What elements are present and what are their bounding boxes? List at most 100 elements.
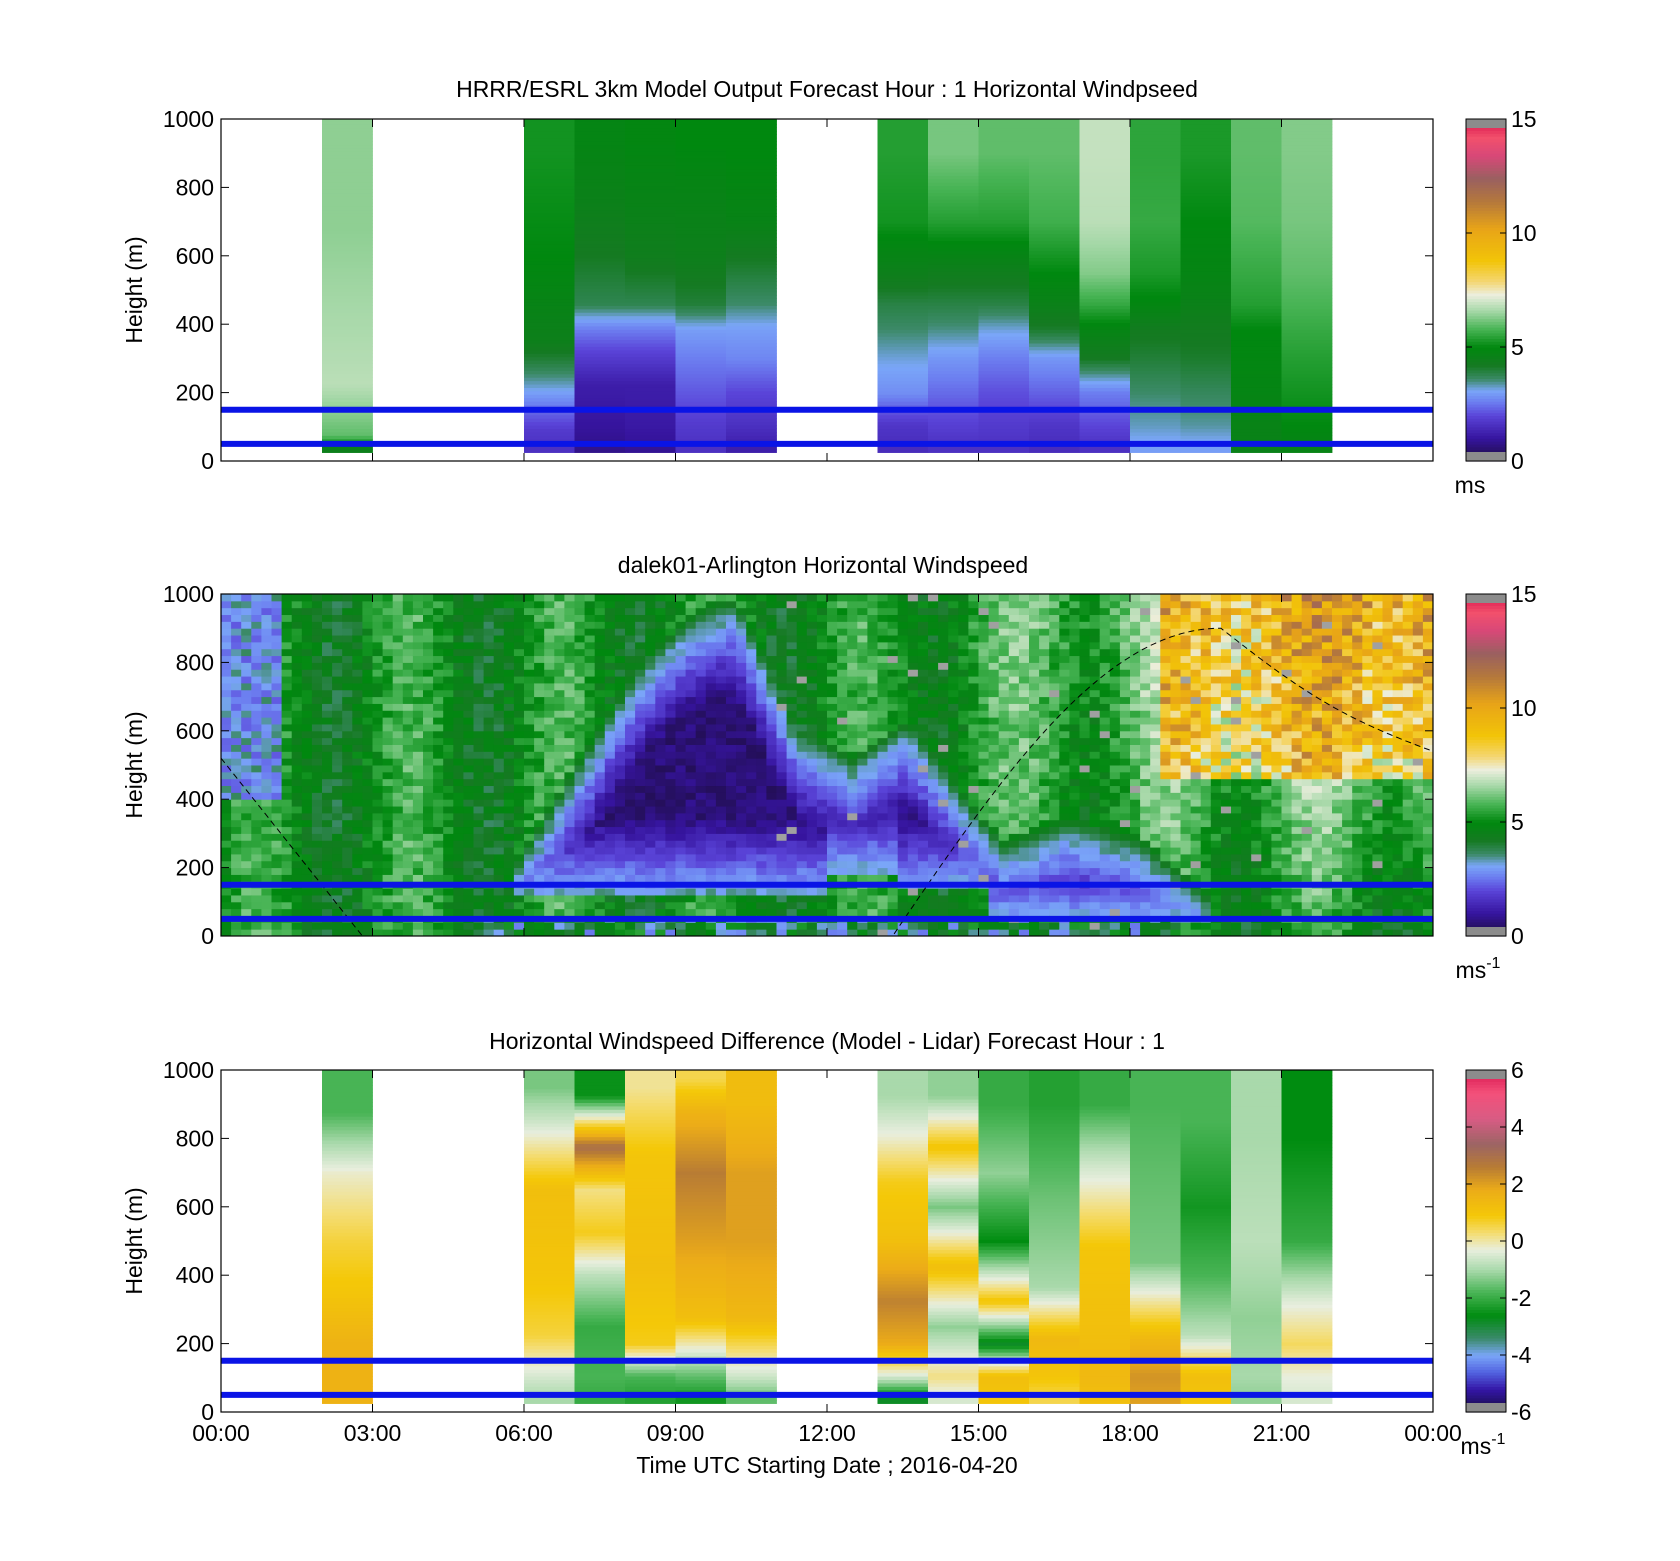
heatmap-cell — [675, 682, 687, 691]
heatmap-cell — [857, 737, 868, 745]
heatmap-cell — [604, 621, 616, 629]
heatmap-cell — [473, 600, 485, 609]
heatmap-cell — [332, 621, 343, 629]
heatmap-cell — [837, 826, 848, 834]
heatmap-cell — [675, 401, 727, 406]
heatmap-cell — [322, 124, 373, 129]
heatmap-cell — [332, 853, 343, 862]
heatmap-cell — [715, 744, 727, 752]
heatmap-cell — [675, 356, 727, 361]
heatmap-cell — [1079, 137, 1131, 142]
colorbar-tick-label: 0 — [1511, 448, 1524, 474]
heatmap-cell — [1029, 445, 1080, 450]
heatmap-cell — [311, 689, 323, 698]
heatmap-cell — [857, 792, 868, 800]
heatmap-cell — [453, 833, 464, 841]
heatmap-cell — [857, 710, 868, 718]
heatmap-cell — [574, 301, 626, 306]
heatmap-cell — [1029, 226, 1080, 231]
heatmap-cell — [433, 792, 444, 800]
heatmap-cell — [726, 418, 777, 423]
heatmap-cell — [1029, 319, 1080, 323]
heatmap-cell — [372, 860, 384, 869]
heatmap-cell — [1281, 291, 1333, 296]
heatmap-cell — [1281, 281, 1333, 286]
heatmap-cell — [574, 243, 626, 248]
heatmap-cell — [726, 240, 777, 245]
heatmap-cell — [604, 758, 616, 766]
heatmap-cell — [1281, 394, 1333, 399]
heatmap-cell — [231, 751, 242, 759]
heatmap-cell — [423, 628, 434, 636]
heatmap-cell — [221, 710, 232, 718]
heatmap-cell — [1079, 257, 1131, 262]
heatmap-cell — [877, 332, 929, 337]
heatmap-cell — [574, 394, 626, 399]
heatmap-cell — [766, 765, 777, 773]
heatmap-cell — [524, 600, 535, 609]
heatmap-cell — [625, 230, 676, 235]
heatmap-cell — [544, 717, 555, 725]
heatmap-cell — [423, 669, 434, 677]
heatmap-cell — [614, 771, 626, 780]
heatmap-cell — [625, 901, 636, 910]
heatmap-cell — [1180, 134, 1232, 139]
heatmap-cell — [695, 929, 707, 936]
heatmap-cell — [1079, 332, 1131, 337]
heatmap-cell — [726, 264, 777, 269]
heatmap-cell — [574, 908, 586, 916]
heatmap-cell — [726, 594, 737, 602]
heatmap-cell — [1130, 322, 1181, 327]
heatmap-cell — [857, 751, 868, 759]
heatmap-cell — [1281, 384, 1333, 388]
heatmap-cell — [423, 682, 434, 691]
heatmap-cell — [1180, 195, 1232, 200]
colorbar-segment — [1466, 130, 1506, 134]
heatmap-cell — [715, 853, 727, 862]
heatmap-cell — [756, 826, 767, 834]
heatmap-cell — [847, 600, 858, 609]
heatmap-cell — [1281, 332, 1333, 337]
heatmap-cell — [726, 329, 777, 334]
heatmap-cell — [655, 792, 666, 800]
heatmap-cell — [1281, 431, 1333, 436]
heatmap-cell — [574, 799, 586, 807]
heatmap-cell — [423, 826, 434, 834]
heatmap-cell — [493, 737, 505, 745]
heatmap-cell — [726, 819, 737, 828]
heatmap-cell — [322, 271, 373, 276]
heatmap-cell — [715, 655, 727, 663]
heatmap-cell — [766, 888, 777, 896]
heatmap-cell — [695, 744, 707, 752]
heatmap-cell — [746, 799, 757, 807]
heatmap-cell — [978, 199, 1030, 204]
heatmap-cell — [513, 771, 525, 780]
heatmap-cell — [402, 717, 414, 725]
heatmap-cell — [928, 120, 979, 125]
heatmap-cell — [473, 908, 485, 916]
heatmap-cell — [342, 888, 353, 896]
heatmap-cell — [402, 867, 414, 875]
heatmap-cell — [493, 641, 505, 650]
heatmap-cell — [635, 806, 646, 814]
heatmap-cell — [726, 778, 737, 787]
heatmap-cell — [877, 195, 929, 200]
heatmap-cell — [847, 833, 858, 841]
heatmap-cell — [786, 929, 798, 936]
heatmap-cell — [534, 785, 545, 793]
heatmap-cell — [705, 682, 717, 691]
heatmap-cell — [614, 894, 626, 903]
heatmap-cell — [776, 641, 788, 650]
heatmap-cell — [362, 621, 373, 629]
heatmap-cell — [342, 922, 353, 930]
heatmap-cell — [574, 189, 626, 194]
heatmap-cell — [221, 648, 232, 657]
heatmap-cell — [524, 373, 575, 378]
heatmap-cell — [544, 833, 555, 841]
heatmap-cell — [1180, 233, 1232, 238]
heatmap-cell — [1231, 206, 1282, 211]
heatmap-cell — [665, 730, 676, 739]
heatmap-cell — [423, 847, 434, 855]
heatmap-cell — [736, 833, 747, 841]
heatmap-cell — [625, 301, 676, 306]
